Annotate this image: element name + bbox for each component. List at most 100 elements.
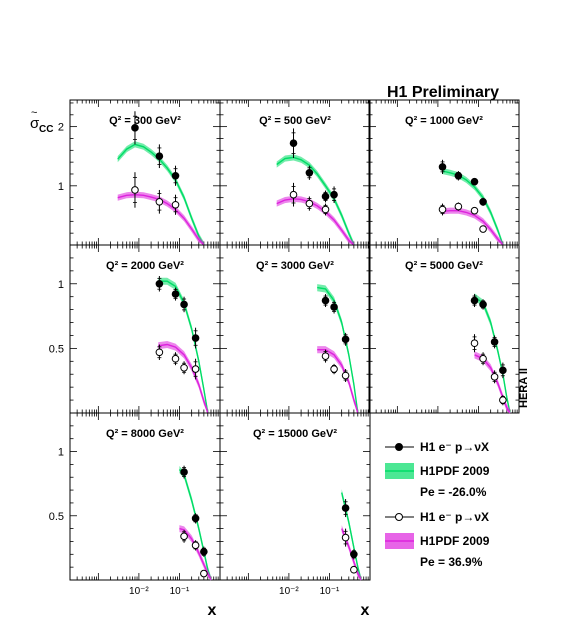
pe-pos-curve: [158, 343, 209, 414]
x-axis-label-col2: x: [361, 602, 370, 619]
y-axis-label-sigma: σ: [30, 115, 40, 132]
panel: Q² = 1000 GeV²: [368, 99, 520, 246]
pe-pos-band: [158, 341, 208, 413]
panel-q2-label: Q² = 3000 GeV²: [256, 260, 334, 272]
pe-neg-point: [454, 171, 463, 180]
pe-neg-point: [131, 124, 139, 132]
pe-pos-point: [171, 200, 180, 209]
pe-pos-point: [330, 365, 338, 373]
legend-item: H1PDF 2009: [385, 463, 490, 479]
x-tick-label: 10⁻²: [279, 586, 299, 597]
legend-label: H1PDF 2009: [420, 534, 490, 548]
pe-pos-band: [179, 525, 211, 580]
x-axis-label-col1: x: [208, 602, 217, 619]
pe-neg-point: [341, 335, 350, 344]
pe-neg-point: [470, 296, 479, 305]
pe-pos-point: [454, 202, 463, 211]
panel-frame: [368, 244, 520, 414]
legend-item: H1PDF 2009: [385, 533, 490, 549]
pe-pos-point: [479, 354, 487, 363]
pe-pos-point: [155, 348, 164, 357]
pe-pos-point: [180, 532, 188, 541]
pe-pos-point: [490, 373, 499, 381]
panel-frame: [219, 412, 371, 581]
pe-pos-point: [191, 365, 200, 373]
x-tick-label: 10⁻²: [129, 586, 149, 597]
y-tick-label: 0.5: [49, 343, 64, 355]
y-axis-label-subscript: CC: [39, 124, 53, 135]
pe-pos-point: [200, 569, 208, 578]
pe-pos-point: [499, 396, 507, 404]
legend-label: H1 e⁻ p→νX: [420, 440, 489, 454]
pe-neg-point: [341, 504, 350, 512]
legend-marker: [395, 443, 403, 451]
pe-pos-curve: [117, 193, 205, 246]
pe-neg-point: [171, 171, 180, 180]
legend-item: H1 e⁻ p→νX: [385, 510, 489, 524]
panel: Q² = 15000 GeV²: [219, 412, 371, 581]
pe-pos-curve: [276, 198, 355, 246]
pe-neg-point: [470, 177, 479, 186]
legend-note: Pe = -26.0%: [420, 485, 487, 499]
panel-q2-label: Q² = 5000 GeV²: [405, 260, 483, 272]
hera-side-label: HERA II: [518, 368, 530, 408]
pe-neg-curve: [442, 170, 504, 246]
pe-neg-point: [155, 152, 164, 161]
legend-item: Pe = -26.0%: [420, 485, 487, 499]
legend-item: Pe = 36.9%: [420, 555, 483, 569]
pe-pos-point: [321, 205, 330, 214]
pe-neg-curve: [317, 286, 359, 414]
pe-pos-point: [180, 363, 188, 372]
pe-pos-point: [479, 225, 487, 233]
panel-q2-label: Q² = 500 GeV²: [259, 115, 331, 127]
pe-pos-point: [341, 371, 350, 380]
legend-label: H1PDF 2009: [420, 464, 490, 478]
legend-note: Pe = 36.9%: [420, 555, 483, 569]
panel-q2-label: Q² = 300 GeV²: [109, 115, 181, 127]
pe-neg-point: [155, 279, 164, 288]
pe-neg-point: [171, 290, 180, 298]
x-tick-label: 10⁻¹: [320, 586, 340, 597]
pe-pos-point: [131, 186, 139, 194]
y-axis-label-tilde: ~: [31, 107, 37, 119]
pe-pos-point: [155, 197, 164, 206]
pe-pos-point: [350, 565, 358, 574]
pe-neg-point: [490, 338, 499, 346]
panel: Q² = 5000 GeV²: [368, 244, 520, 414]
pe-pos-point: [470, 339, 479, 348]
y-tick-label: 2: [58, 122, 64, 134]
panel-q2-label: Q² = 15000 GeV²: [253, 428, 337, 440]
pe-pos-point: [470, 206, 479, 215]
pe-neg-point: [350, 550, 358, 559]
legend-item: H1 e⁻ p→νX: [385, 440, 489, 454]
pe-neg-point: [180, 468, 188, 476]
pe-neg-point: [289, 139, 298, 148]
panel-q2-label: Q² = 8000 GeV²: [106, 428, 184, 440]
pe-neg-point: [479, 197, 487, 206]
pe-neg-point: [438, 163, 447, 171]
pe-neg-curve: [117, 143, 205, 246]
preliminary-banner: H1 Preliminary: [387, 84, 499, 101]
y-tick-label: 0.5: [49, 511, 64, 523]
panel-q2-label: Q² = 2000 GeV²: [106, 260, 184, 272]
legend-label: H1 e⁻ p→νX: [420, 510, 489, 524]
pe-neg-point: [479, 300, 487, 309]
x-tick-label: 10⁻¹: [170, 586, 190, 597]
pe-neg-band: [117, 141, 204, 245]
panel: Q² = 500 GeV²: [219, 99, 371, 246]
legend-marker: [395, 513, 403, 521]
pe-pos-point: [305, 199, 314, 208]
pe-neg-curve: [158, 280, 209, 414]
pe-neg-point: [499, 366, 507, 375]
pe-neg-curve: [341, 492, 362, 581]
pe-neg-point: [330, 190, 338, 199]
pe-pos-curve: [442, 210, 504, 246]
pe-neg-curve: [276, 156, 355, 246]
pe-neg-point: [321, 192, 330, 201]
panel-q2-label: Q² = 1000 GeV²: [405, 115, 483, 127]
pe-neg-point: [305, 168, 314, 177]
y-tick-label: 1: [58, 279, 64, 291]
pe-neg-point: [191, 514, 200, 523]
